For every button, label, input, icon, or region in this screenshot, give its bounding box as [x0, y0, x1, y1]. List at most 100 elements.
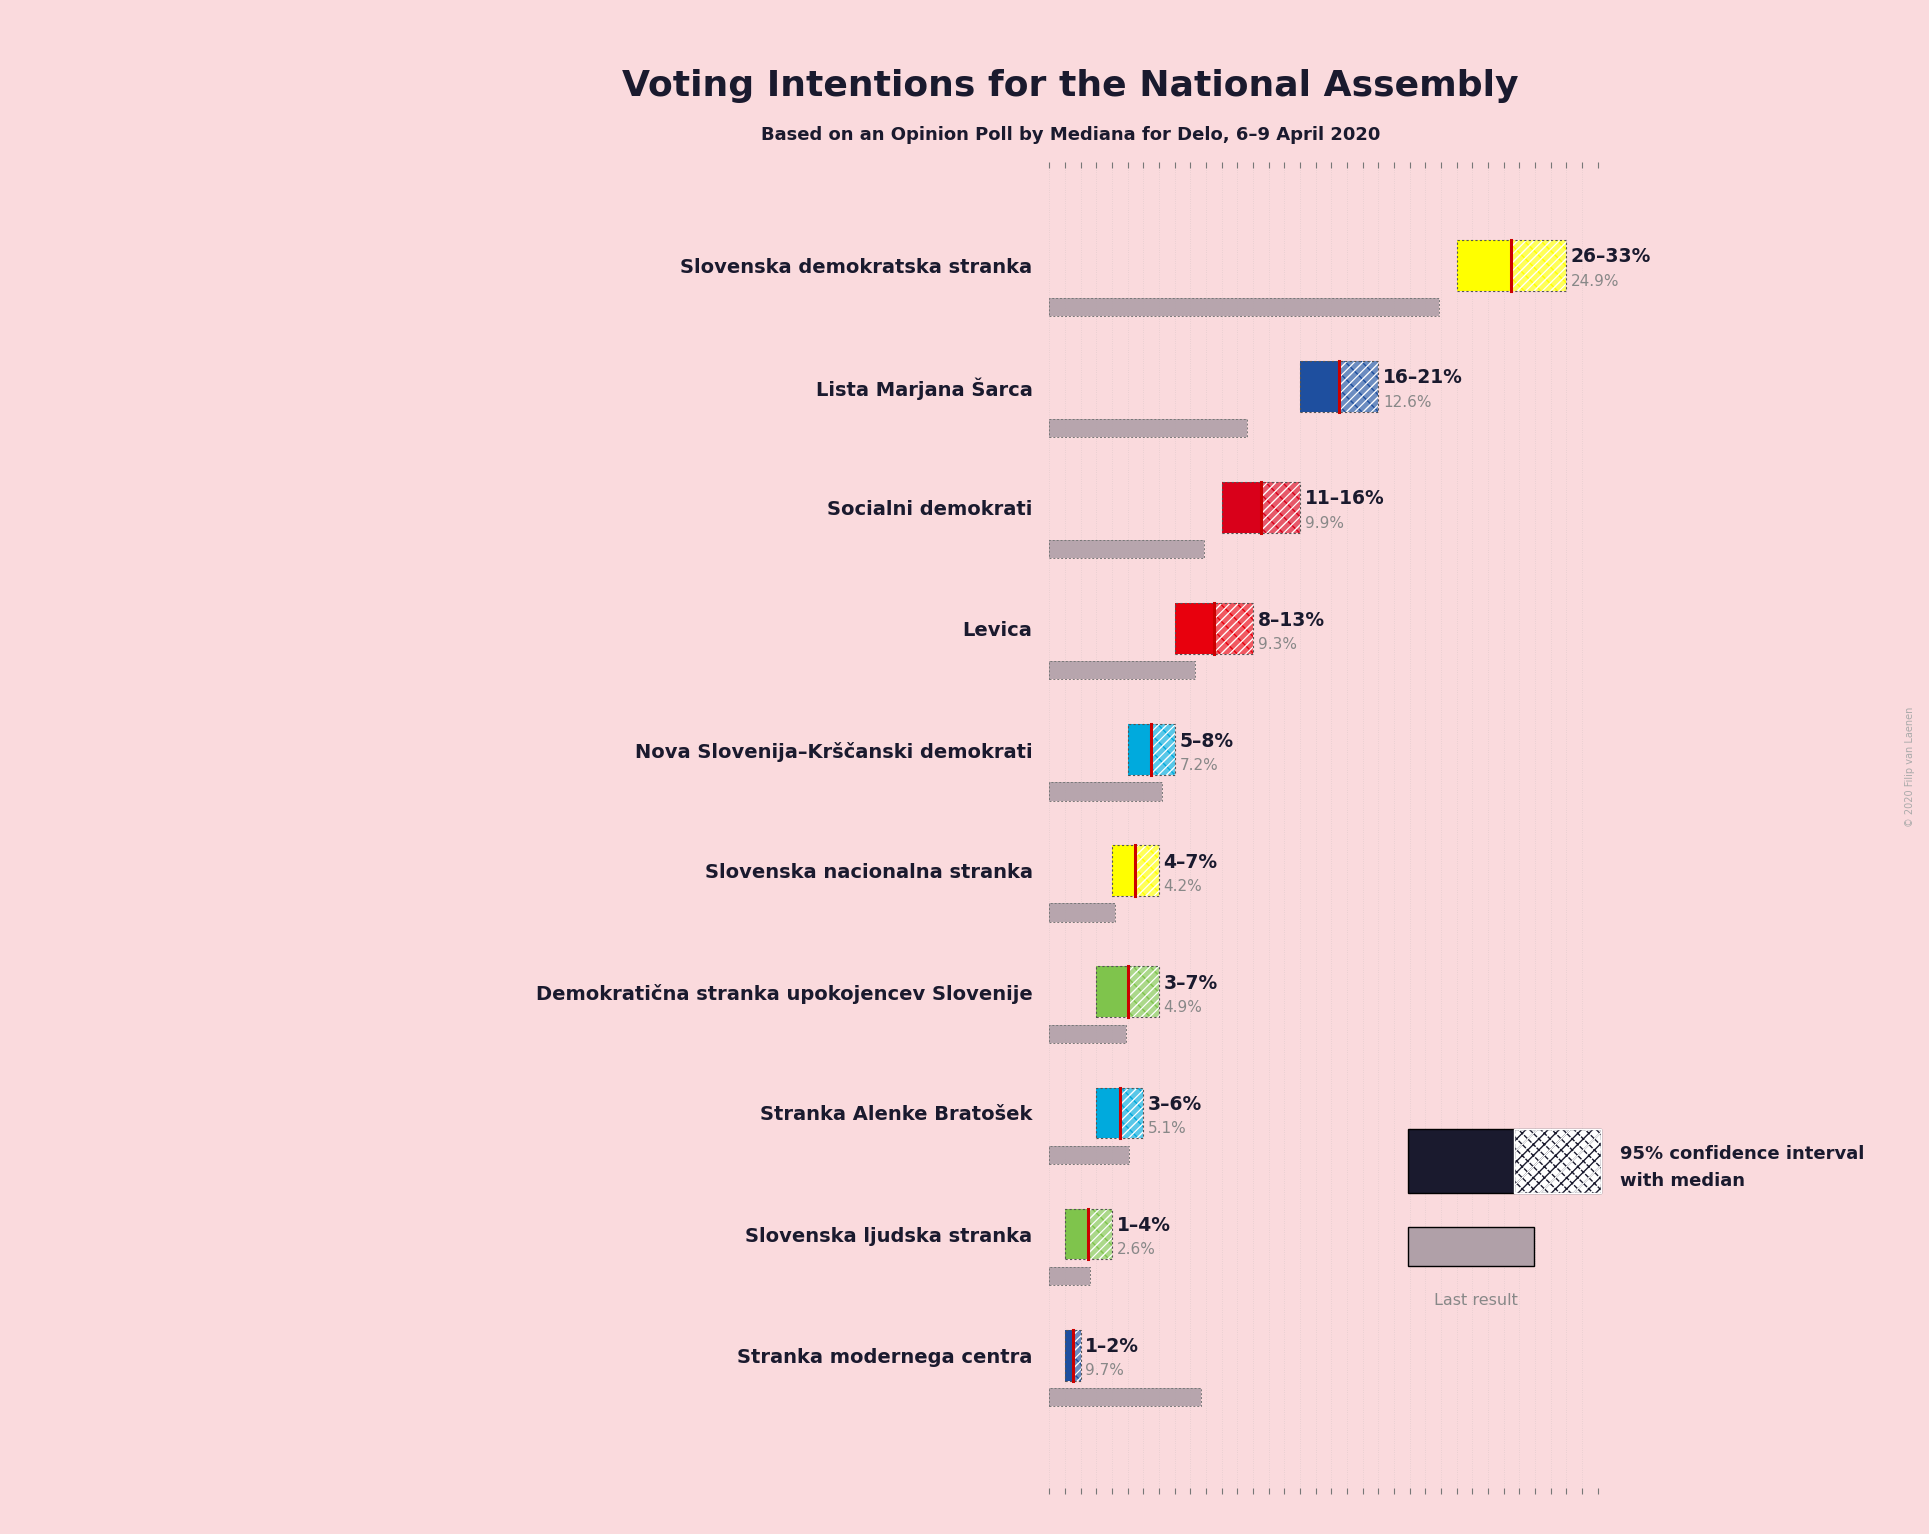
Bar — [1096, 1088, 1144, 1138]
Bar — [1128, 724, 1175, 775]
Text: 24.9%: 24.9% — [1570, 273, 1620, 288]
Bar — [1096, 966, 1128, 1017]
Bar — [1111, 845, 1136, 896]
Bar — [1065, 1209, 1111, 1259]
Bar — [1128, 724, 1175, 775]
Bar — [1213, 603, 1254, 653]
Bar — [1073, 1330, 1080, 1381]
Text: 16–21%: 16–21% — [1383, 368, 1462, 388]
Text: 9.3%: 9.3% — [1258, 637, 1296, 652]
Bar — [1049, 1146, 1128, 1164]
Bar — [1300, 360, 1377, 411]
Bar — [1065, 1209, 1111, 1259]
Bar — [1456, 239, 1512, 291]
Bar — [1300, 360, 1377, 411]
Bar — [1049, 540, 1204, 558]
Bar — [1128, 724, 1175, 775]
Text: 26–33%: 26–33% — [1570, 247, 1651, 267]
Bar — [1049, 1146, 1128, 1164]
Text: 12.6%: 12.6% — [1383, 394, 1431, 410]
Bar — [1175, 603, 1254, 653]
Bar — [1088, 1209, 1111, 1259]
Bar — [1512, 239, 1566, 291]
Bar — [1049, 1025, 1127, 1043]
Bar — [1152, 724, 1175, 775]
Bar — [1096, 1088, 1144, 1138]
Text: with median: with median — [1620, 1172, 1746, 1190]
Bar — [1136, 845, 1159, 896]
Bar — [1300, 360, 1339, 411]
Text: 4–7%: 4–7% — [1163, 853, 1217, 871]
Bar — [1049, 419, 1246, 437]
Bar — [1049, 1267, 1090, 1285]
Bar — [1221, 482, 1262, 532]
Text: Voting Intentions for the National Assembly: Voting Intentions for the National Assem… — [623, 69, 1518, 103]
Bar — [1073, 1330, 1080, 1381]
Bar — [1221, 482, 1300, 532]
Bar — [1119, 1088, 1144, 1138]
Bar — [1300, 360, 1377, 411]
Text: 4.2%: 4.2% — [1163, 879, 1202, 894]
Bar — [1262, 482, 1300, 532]
Bar — [1049, 782, 1161, 801]
Bar — [1175, 603, 1254, 653]
Bar — [1128, 966, 1159, 1017]
Bar — [1096, 966, 1159, 1017]
Bar — [1065, 1330, 1080, 1381]
Text: 9.7%: 9.7% — [1086, 1364, 1125, 1379]
Bar — [1339, 360, 1377, 411]
Bar — [1096, 1088, 1144, 1138]
Bar — [1065, 1330, 1080, 1381]
Bar — [1049, 1388, 1202, 1407]
Text: Last result: Last result — [1433, 1293, 1518, 1309]
Bar — [1049, 1267, 1090, 1285]
Bar — [1136, 845, 1159, 896]
Bar — [1213, 603, 1254, 653]
Bar — [1456, 239, 1566, 291]
Bar — [1065, 1209, 1111, 1259]
Text: 9.9%: 9.9% — [1304, 515, 1345, 531]
Bar — [1065, 1209, 1088, 1259]
Bar — [1096, 1088, 1119, 1138]
Bar — [1049, 782, 1161, 801]
Bar — [1221, 482, 1300, 532]
Text: 1–2%: 1–2% — [1086, 1338, 1140, 1356]
Text: 1–4%: 1–4% — [1117, 1216, 1171, 1235]
Bar — [1152, 724, 1175, 775]
Bar — [1128, 966, 1159, 1017]
Bar — [1175, 603, 1254, 653]
Bar — [1456, 239, 1566, 291]
Bar — [1049, 419, 1246, 437]
Bar — [1119, 1088, 1144, 1138]
Bar — [1262, 482, 1300, 532]
Bar — [1049, 298, 1439, 316]
Bar — [1049, 298, 1439, 316]
Text: 2.6%: 2.6% — [1117, 1243, 1155, 1258]
Text: 8–13%: 8–13% — [1258, 611, 1325, 629]
Text: 3–6%: 3–6% — [1148, 1095, 1202, 1114]
Text: 5.1%: 5.1% — [1148, 1121, 1186, 1137]
Bar — [1049, 1025, 1127, 1043]
Text: Based on an Opinion Poll by Mediana for Delo, 6–9 April 2020: Based on an Opinion Poll by Mediana for … — [760, 126, 1381, 144]
Bar — [1049, 1388, 1202, 1407]
Bar — [1049, 904, 1115, 922]
Text: 5–8%: 5–8% — [1179, 732, 1233, 750]
Bar — [1128, 724, 1152, 775]
Bar — [1049, 904, 1115, 922]
Bar — [1049, 661, 1194, 680]
Text: 3–7%: 3–7% — [1163, 974, 1217, 992]
Text: 7.2%: 7.2% — [1179, 758, 1217, 773]
Text: 95% confidence interval: 95% confidence interval — [1620, 1144, 1865, 1163]
Text: 11–16%: 11–16% — [1304, 489, 1385, 508]
Bar — [1456, 239, 1566, 291]
Bar — [1111, 845, 1159, 896]
Bar — [1088, 1209, 1111, 1259]
Text: © 2020 Filip van Laenen: © 2020 Filip van Laenen — [1906, 707, 1915, 827]
Bar — [1111, 845, 1159, 896]
Bar — [1512, 239, 1566, 291]
Text: 4.9%: 4.9% — [1163, 1000, 1202, 1016]
Bar — [1111, 845, 1159, 896]
Bar — [1096, 966, 1159, 1017]
Bar — [1065, 1330, 1080, 1381]
Bar — [1049, 540, 1204, 558]
